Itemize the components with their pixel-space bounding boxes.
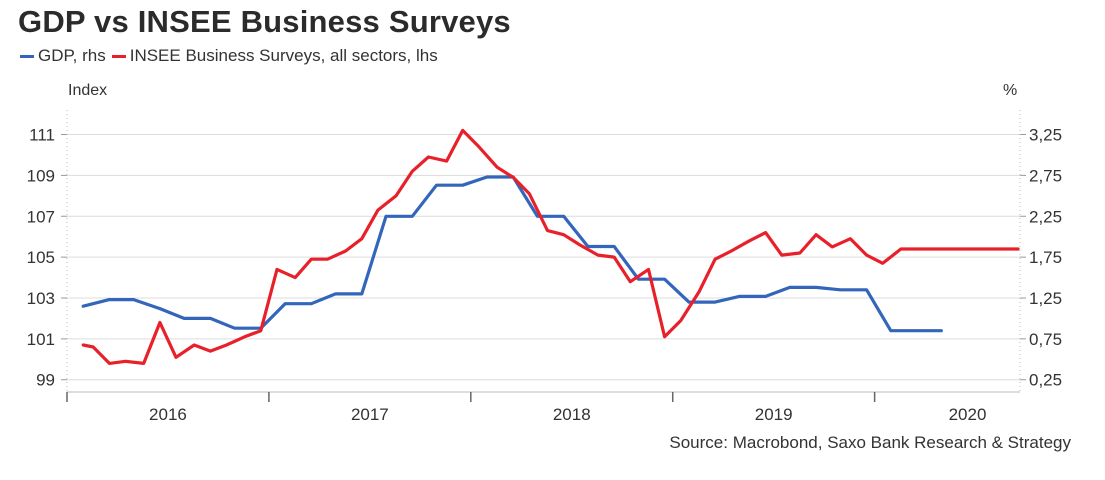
right-tick-label-3: 1,75 (1029, 248, 1062, 267)
x-tick-label-1: 2017 (351, 405, 389, 424)
x-tick-label-2: 2018 (553, 405, 591, 424)
chart-legend: GDP, rhs INSEE Business Surveys, all sec… (20, 46, 444, 66)
right-tick-label-2: 2,25 (1029, 207, 1062, 226)
series-line-gdp (81, 175, 943, 333)
left-tick-label-4: 103 (27, 289, 55, 308)
right-axis-title: % (1003, 82, 1018, 99)
left-tick-label-5: 101 (27, 330, 55, 349)
right-tick-label-0: 3,25 (1029, 126, 1062, 145)
left-tick-label-2: 107 (27, 207, 55, 226)
x-tick-label-3: 2019 (755, 405, 793, 424)
legend-item-gdp: GDP, rhs (20, 46, 106, 66)
left-axis-title: Index (68, 82, 108, 99)
legend-item-insee: INSEE Business Surveys, all sectors, lhs (111, 46, 438, 66)
series-line-insee (81, 128, 1020, 365)
right-tick-label-1: 2,75 (1029, 166, 1062, 185)
right-tick-label-6: 0,25 (1029, 371, 1062, 390)
right-tick-label-5: 0,75 (1029, 330, 1062, 349)
x-tick-label-0: 2016 (149, 405, 187, 424)
source-note: Source: Macrobond, Saxo Bank Research & … (669, 433, 1071, 452)
left-tick-label-1: 109 (27, 166, 55, 185)
left-tick-label-3: 105 (27, 248, 55, 267)
chart-title: GDP vs INSEE Business Surveys (18, 4, 511, 39)
left-tick-label-0: 111 (29, 126, 55, 145)
legend-swatch-insee (111, 54, 126, 58)
legend-label-gdp: GDP, rhs (38, 46, 106, 65)
x-tick-label-4: 2020 (949, 405, 987, 424)
legend-swatch-gdp (20, 54, 34, 58)
left-tick-label-6: 99 (36, 371, 55, 390)
right-tick-label-4: 1,25 (1029, 289, 1062, 308)
legend-label-insee: INSEE Business Surveys, all sectors, lhs (129, 46, 438, 65)
